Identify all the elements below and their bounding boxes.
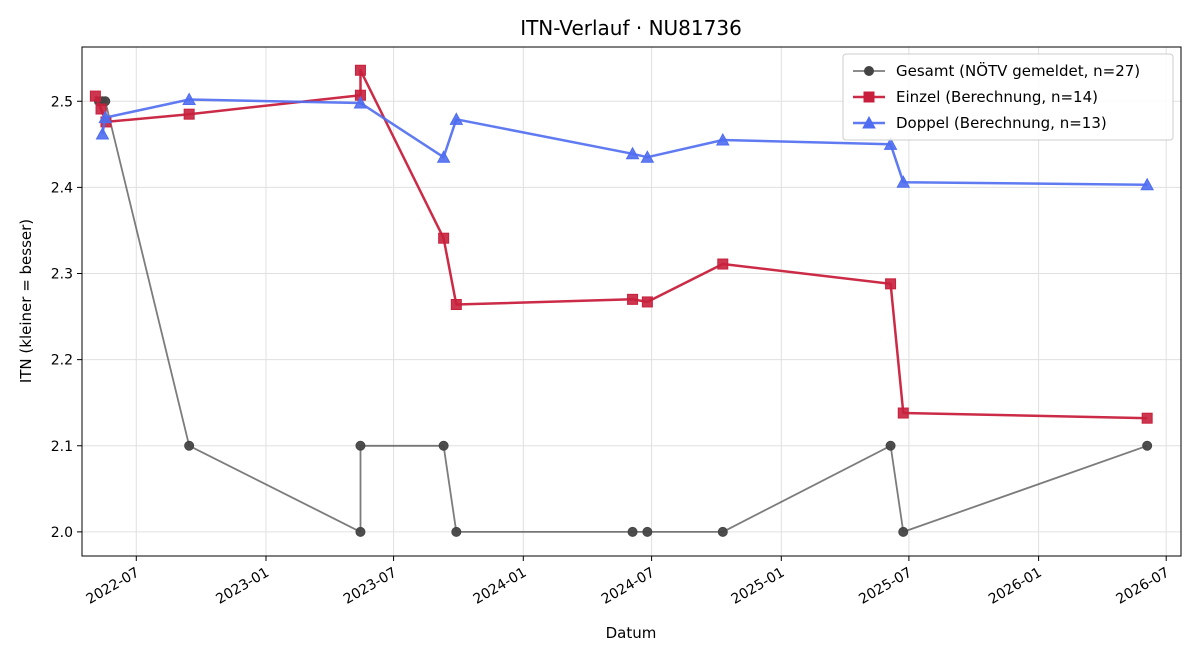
data-point-doppel	[182, 92, 196, 106]
data-point-doppel	[715, 132, 730, 146]
data-point-doppel	[449, 112, 464, 125]
y-tick-label: 2.4	[51, 180, 73, 196]
data-point-gesamt	[184, 440, 195, 451]
data-point-doppel	[896, 175, 911, 188]
data-point-doppel	[95, 126, 110, 140]
legend-marker-gesamt	[864, 66, 874, 76]
data-point-gesamt	[642, 526, 653, 537]
series-doppel	[95, 92, 1155, 191]
y-tick-label: 2.1	[51, 439, 73, 455]
y-tick-label: 2.0	[51, 525, 73, 541]
data-point-einzel	[89, 90, 101, 102]
legend-label-einzel: Einzel (Berechnung, n=14)	[896, 88, 1098, 106]
series-gesamt	[93, 96, 1153, 537]
data-point-einzel	[438, 232, 450, 244]
plot-frame	[81, 46, 1182, 557]
data-point-einzel	[450, 299, 462, 311]
data-point-einzel	[1141, 412, 1153, 424]
legend-label-doppel: Doppel (Berechnung, n=13)	[896, 114, 1107, 132]
data-point-doppel	[436, 150, 451, 163]
data-point-gesamt	[885, 440, 896, 451]
chart-title: ITN-Verlauf · NU81736	[520, 16, 742, 40]
data-point-gesamt	[717, 526, 728, 537]
y-tick-label: 2.5	[51, 94, 73, 110]
legend-box	[842, 53, 1174, 141]
data-point-gesamt	[898, 526, 909, 537]
series-line-einzel	[94, 69, 1148, 420]
y-tick-label: 2.3	[51, 267, 73, 283]
data-point-doppel	[98, 110, 113, 124]
data-point-einzel	[95, 103, 107, 115]
data-point-einzel	[885, 278, 897, 290]
data-point-einzel	[641, 296, 653, 308]
series-line-gesamt	[98, 100, 1148, 533]
legend-label-gesamt: Gesamt (NÖTV gemeldet, n=27)	[896, 61, 1140, 80]
data-point-doppel	[625, 146, 640, 160]
data-point-doppel	[883, 137, 898, 150]
x-axis-label: Datum	[606, 624, 657, 642]
legend-marker-einzel	[863, 91, 875, 103]
y-axis-label: ITN (kleiner = besser)	[17, 219, 35, 383]
data-point-doppel	[353, 95, 368, 109]
data-point-einzel	[717, 258, 729, 270]
series-einzel	[89, 64, 1153, 424]
data-point-gesamt	[1142, 440, 1153, 451]
legend: Gesamt (NÖTV gemeldet, n=27) Einzel (Bere…	[842, 53, 1174, 141]
series-layer	[89, 64, 1155, 537]
data-point-doppel	[1140, 177, 1155, 191]
data-point-gesamt	[451, 526, 462, 537]
data-point-gesamt	[355, 526, 366, 537]
data-point-gesamt	[438, 440, 449, 451]
legend-marker-doppel	[862, 115, 876, 129]
data-point-gesamt	[627, 526, 638, 537]
data-point-gesamt	[355, 440, 366, 451]
data-point-einzel	[897, 407, 909, 419]
data-point-einzel	[627, 293, 639, 305]
data-point-doppel	[640, 150, 655, 163]
data-point-einzel	[354, 64, 366, 76]
y-tick-label: 2.2	[51, 353, 73, 369]
series-line-doppel	[101, 98, 1148, 187]
data-point-einzel	[183, 108, 195, 120]
